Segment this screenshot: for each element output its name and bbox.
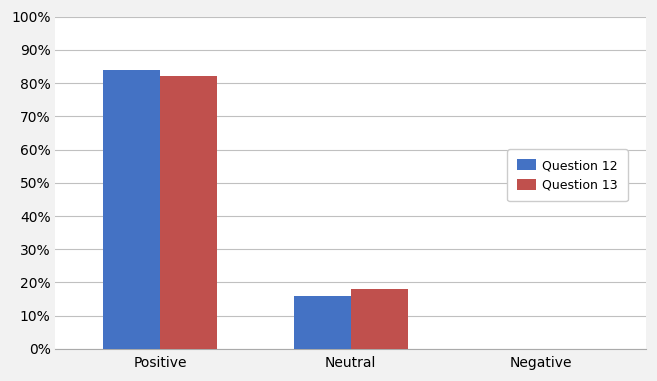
Legend: Question 12, Question 13: Question 12, Question 13 — [507, 149, 628, 202]
Bar — [160, 77, 217, 349]
Bar — [351, 289, 408, 349]
Bar — [103, 70, 160, 349]
Bar — [294, 296, 351, 349]
